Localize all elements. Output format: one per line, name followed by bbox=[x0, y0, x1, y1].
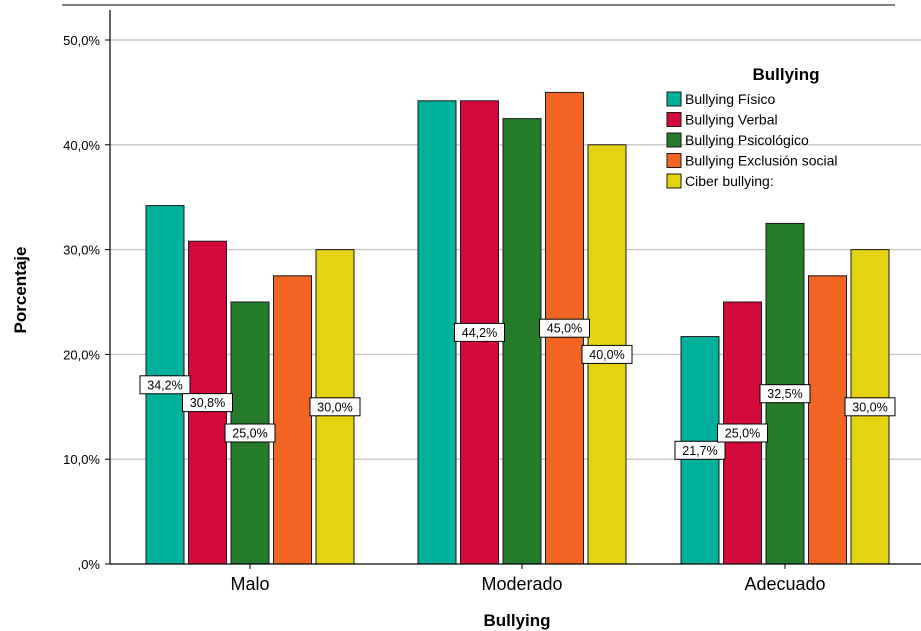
data-label-text: 25,0% bbox=[725, 427, 760, 441]
data-label-box bbox=[309, 397, 361, 417]
data-label: 30,0% bbox=[844, 397, 896, 417]
x-axis-title: Bullying bbox=[483, 611, 550, 630]
legend-swatch bbox=[666, 153, 682, 168]
legend-swatch bbox=[666, 91, 682, 107]
category-labels: Malo Moderado Adecuado bbox=[230, 574, 825, 594]
data-label-text: 32,5% bbox=[767, 387, 802, 401]
data-label: 21,7% bbox=[674, 440, 726, 460]
y-tick-label: ,0% bbox=[78, 557, 101, 572]
data-labels: 34,2% 30,8% 25,0% 30,0% 44,2% 45,0% 40,0% 21,7%… bbox=[139, 318, 896, 460]
data-label-box bbox=[139, 375, 191, 395]
data-label: 34,2% bbox=[139, 375, 191, 395]
y-tick-label: 50,0% bbox=[63, 33, 100, 48]
data-label-box bbox=[454, 322, 505, 342]
category-label: Adecuado bbox=[744, 574, 825, 594]
data-label: 32,5% bbox=[759, 384, 811, 404]
data-label-box bbox=[717, 423, 768, 443]
bar bbox=[808, 275, 847, 565]
y-tick-labels: ,0% 10,0% 20,0% 30,0% 40,0% 50,0% bbox=[63, 33, 100, 572]
y-tick-label: 10,0% bbox=[63, 452, 100, 467]
bar bbox=[273, 275, 312, 565]
legend-swatch bbox=[666, 173, 682, 189]
y-tick-label: 30,0% bbox=[63, 243, 100, 258]
data-label-text: 30,0% bbox=[317, 400, 352, 414]
data-label: 25,0% bbox=[224, 423, 276, 443]
y-tick-label: 40,0% bbox=[63, 138, 100, 153]
axes-group bbox=[105, 10, 921, 569]
data-label-text: 44,2% bbox=[462, 326, 497, 340]
legend-title: Bullying bbox=[752, 65, 819, 84]
category-label: Malo bbox=[230, 574, 269, 594]
data-label-text: 34,2% bbox=[147, 378, 182, 392]
bars-group bbox=[145, 91, 890, 565]
legend-entry-label: Bullying Exclusión social bbox=[685, 153, 838, 169]
data-label-text: 21,7% bbox=[682, 444, 717, 458]
legend-entry-label: Ciber bullying: bbox=[685, 173, 774, 189]
data-label-text: 30,0% bbox=[852, 400, 887, 414]
legend-entry-label: Bullying Físico bbox=[685, 91, 775, 107]
data-label-text: 45,0% bbox=[547, 322, 582, 336]
category-label: Moderado bbox=[481, 574, 562, 594]
data-label: 30,0% bbox=[309, 397, 361, 417]
bar bbox=[502, 118, 542, 565]
legend-entry-label: Bullying Verbal bbox=[685, 112, 778, 128]
legend-swatch bbox=[666, 132, 682, 148]
data-label-text: 30,8% bbox=[190, 396, 225, 410]
data-label: 45,0% bbox=[539, 318, 590, 338]
legend-entry-label: Bullying Psicológico bbox=[685, 132, 809, 148]
data-label: 40,0% bbox=[581, 344, 633, 364]
y-tick-label: 20,0% bbox=[63, 347, 100, 362]
data-label-box bbox=[581, 344, 633, 364]
data-label-box bbox=[844, 397, 896, 417]
data-label-box bbox=[759, 384, 811, 404]
y-axis-title: Porcentaje bbox=[11, 247, 30, 334]
data-label: 30,8% bbox=[182, 393, 233, 413]
data-label: 44,2% bbox=[454, 322, 505, 342]
data-label-box bbox=[539, 318, 590, 338]
data-label-text: 40,0% bbox=[589, 348, 624, 362]
data-label-box bbox=[674, 440, 726, 460]
data-label: 25,0% bbox=[717, 423, 768, 443]
bar bbox=[417, 100, 457, 565]
legend-swatch bbox=[666, 112, 682, 127]
legend: Bullying Bullying Físico Bullying Verbal B… bbox=[666, 65, 838, 189]
data-label-box bbox=[182, 393, 233, 413]
data-label-text: 25,0% bbox=[232, 427, 267, 441]
data-label-box bbox=[224, 423, 276, 443]
